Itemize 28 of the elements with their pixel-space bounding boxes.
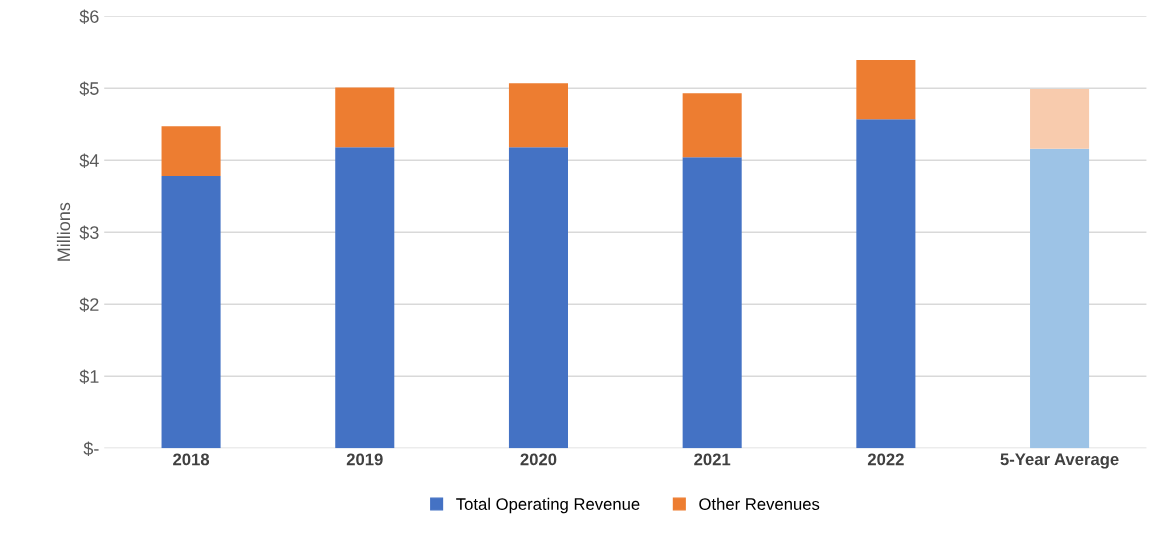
- x-tick-label: 2018: [173, 453, 210, 466]
- y-tick-label: $5: [79, 81, 99, 96]
- bar: [1030, 148, 1090, 449]
- bar: [682, 93, 742, 158]
- bar: [161, 126, 221, 177]
- bar: [335, 147, 395, 449]
- bar: [508, 83, 568, 148]
- bar: [508, 147, 568, 449]
- x-tick-label: 2020: [520, 453, 557, 466]
- y-tick-label: $3: [79, 225, 99, 240]
- y-tick-label: $1: [79, 369, 99, 384]
- x-tick-label: 5-Year Average: [1000, 453, 1119, 469]
- y-tick-label: $2: [79, 297, 99, 312]
- legend-label: Other Revenues: [699, 497, 820, 510]
- bar: [1030, 88, 1090, 149]
- bar: [161, 176, 221, 449]
- y-tick-label: $6: [79, 9, 99, 24]
- y-tick-label: $-: [83, 441, 99, 456]
- bar: [682, 157, 742, 449]
- x-tick-label: 2019: [346, 453, 383, 466]
- legend-label: Total Operating Revenue: [456, 497, 640, 514]
- x-tick-label: 2021: [694, 453, 731, 466]
- bar: [856, 119, 916, 449]
- y-tick-label: $4: [79, 153, 99, 168]
- bar: [856, 60, 916, 120]
- y-axis-title: Millions: [56, 202, 71, 261]
- x-tick-label: 2022: [867, 453, 904, 466]
- bar: [335, 87, 395, 148]
